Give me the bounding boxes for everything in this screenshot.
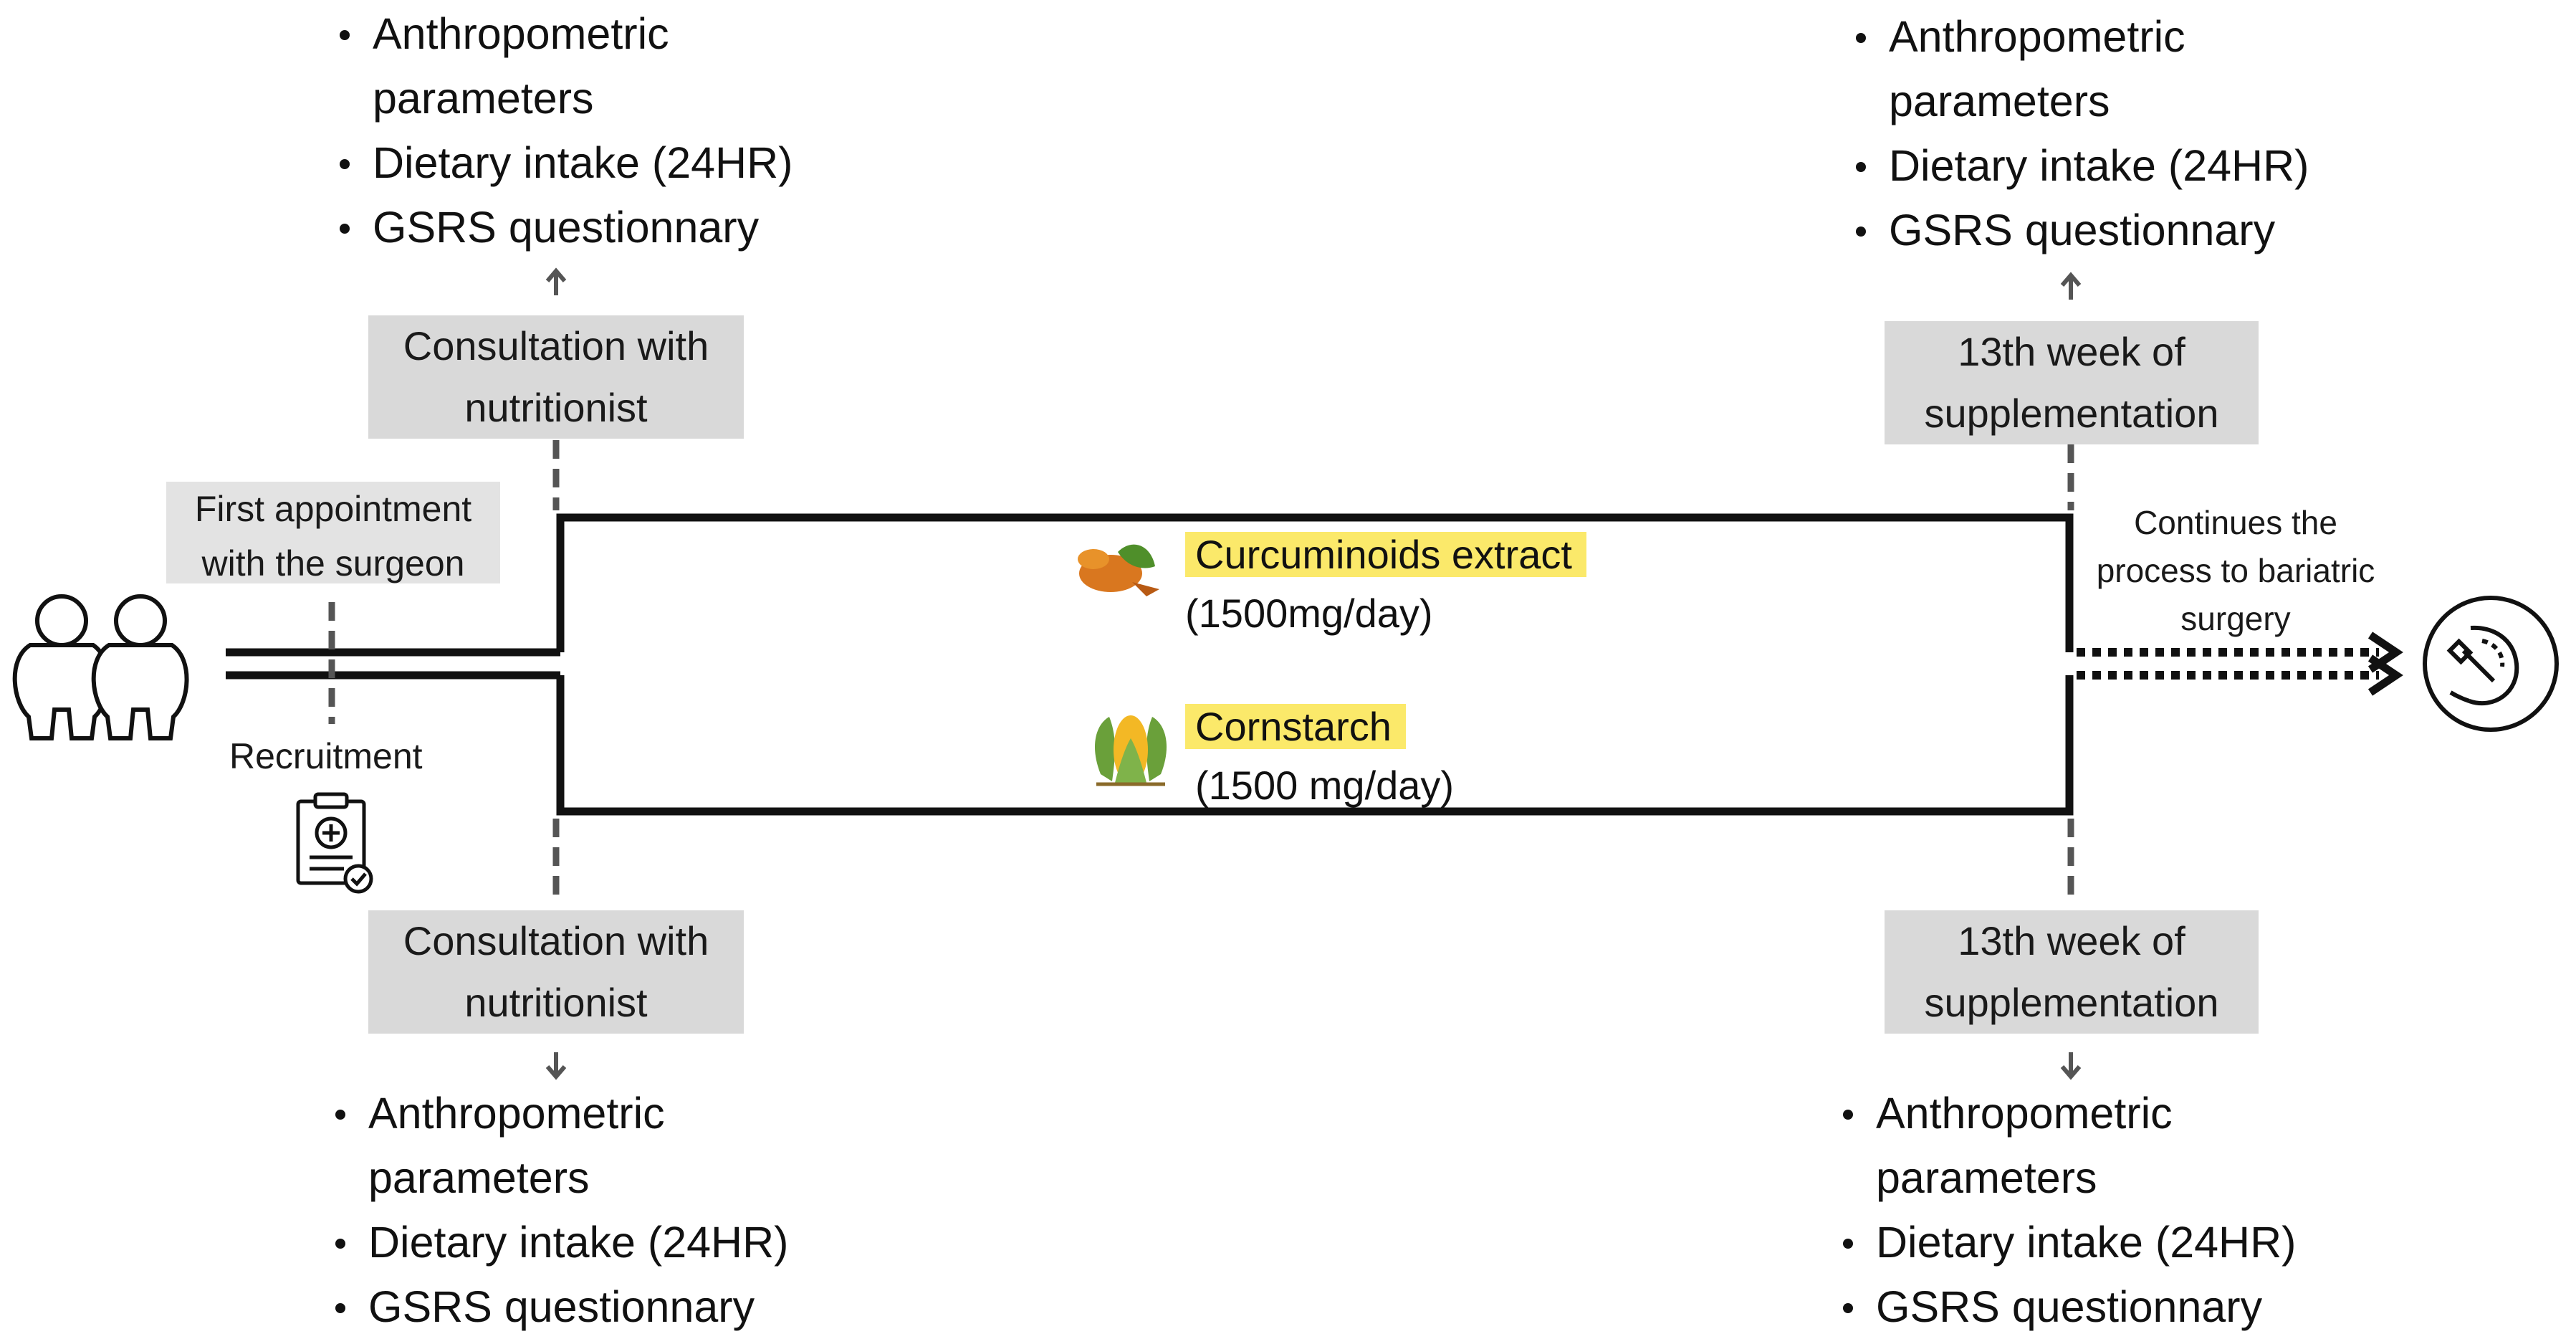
arrow-up-right — [2060, 272, 2082, 300]
list-item-line: Anthropometric — [1889, 12, 2185, 61]
post-assessment-list-top: Anthropometric parameters Dietary intake… — [1852, 4, 2309, 262]
week13-box-top: 13th week of supplementation — [1885, 321, 2259, 444]
list-item-line: parameters — [373, 74, 594, 123]
cornstarch-arm-line — [556, 675, 2074, 816]
box-line: with the surgeon — [201, 543, 465, 583]
post-assessment-list-bottom: Anthropometric parameters Dietary intake… — [1839, 1081, 2296, 1339]
list-item-line: Anthropometric — [368, 1089, 665, 1138]
box-line: First appointment — [194, 489, 472, 529]
box-line: supplementation — [1924, 391, 2219, 436]
list-item: Dietary intake (24HR) — [1852, 133, 2309, 198]
stomach-surgery-icon — [2423, 596, 2559, 732]
obese-couple-icon — [12, 594, 189, 740]
box-line: nutritionist — [464, 385, 648, 430]
box-line: Consultation with — [403, 918, 709, 963]
week13-box-bottom: 13th week of supplementation — [1885, 910, 2259, 1034]
continue-arrowhead-lower — [2367, 654, 2403, 696]
cornstarch-name: Cornstarch — [1185, 704, 1406, 749]
arrow-down-right — [2060, 1052, 2082, 1080]
recruitment-label: Recruitment — [229, 736, 423, 776]
list-item: GSRS questionnary — [335, 195, 793, 259]
list-item-line: parameters — [1889, 77, 2110, 125]
curcumin-arm-line — [556, 513, 2074, 652]
cornstarch-dose: (1500 mg/day) — [1195, 763, 1455, 808]
list-item: GSRS questionnary — [1839, 1274, 2296, 1339]
box-line: 13th week of — [1958, 329, 2185, 374]
turmeric-icon — [1078, 544, 1159, 596]
list-item: Anthropometric parameters — [331, 1081, 788, 1210]
list-item-line: parameters — [368, 1153, 590, 1202]
arrow-down-left — [545, 1052, 567, 1080]
list-item: Anthropometric parameters — [1852, 4, 2309, 133]
note-line: surgery — [2180, 600, 2291, 637]
continues-note: Continues the process to bariatric surge… — [2078, 499, 2393, 643]
list-item: Anthropometric parameters — [1839, 1081, 2296, 1210]
curcumin-name: Curcuminoids extract — [1185, 532, 1586, 577]
list-item-line: Anthropometric — [373, 9, 669, 58]
note-line: process to bariatric — [2096, 552, 2375, 589]
box-line: 13th week of — [1958, 918, 2185, 963]
box-line: nutritionist — [464, 980, 648, 1025]
cornstarch-arm-label: Cornstarch (1500 mg/day) — [1185, 697, 1454, 815]
first-appointment-box: First appointment with the surgeon — [166, 482, 500, 583]
list-item: Dietary intake (24HR) — [1839, 1210, 2296, 1274]
list-item-line: Anthropometric — [1876, 1089, 2173, 1138]
list-item: GSRS questionnary — [331, 1274, 788, 1339]
box-line: supplementation — [1924, 980, 2219, 1025]
list-item-line: parameters — [1876, 1153, 2097, 1202]
list-item: Dietary intake (24HR) — [335, 130, 793, 195]
pre-assessment-list-top: Anthropometric parameters Dietary intake… — [335, 1, 793, 259]
consultation-box-bottom: Consultation with nutritionist — [368, 910, 744, 1034]
arrow-up-left — [545, 267, 567, 295]
pre-assessment-list-bottom: Anthropometric parameters Dietary intake… — [331, 1081, 788, 1339]
curcumin-arm-label: Curcuminoids extract (1500mg/day) — [1185, 525, 1586, 643]
list-item: GSRS questionnary — [1852, 198, 2309, 262]
list-item: Anthropometric parameters — [335, 1, 793, 130]
corn-icon — [1094, 715, 1167, 786]
list-item: Dietary intake (24HR) — [331, 1210, 788, 1274]
consultation-box-top: Consultation with nutritionist — [368, 315, 744, 439]
curcumin-dose: (1500mg/day) — [1185, 591, 1433, 636]
box-line: Consultation with — [403, 323, 709, 368]
note-line: Continues the — [2134, 504, 2337, 541]
clipboard-medical-icon — [296, 792, 373, 894]
